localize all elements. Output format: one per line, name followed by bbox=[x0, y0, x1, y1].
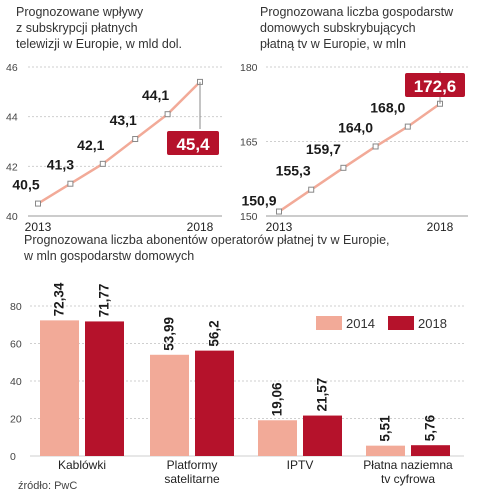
x-tick-label: 2018 bbox=[427, 220, 454, 234]
y-tick-label: 46 bbox=[6, 62, 18, 74]
data-label: 44,1 bbox=[142, 87, 169, 103]
chart3-title: Prognozowana liczba abonentów operatorów… bbox=[24, 233, 390, 263]
chart1-title: Prognozowane wpływy z subskrypcji płatny… bbox=[16, 5, 183, 51]
data-label: 72,34 bbox=[52, 282, 67, 316]
x-tick-label: 2013 bbox=[266, 220, 293, 234]
data-label: 5,76 bbox=[423, 414, 438, 441]
bar-chart: 0 20 40 60 80 72,34 71,77 Kablówki 53,99 56,2 Plat… bbox=[10, 282, 464, 486]
x-tick-label: 2013 bbox=[25, 220, 52, 234]
data-point bbox=[99, 160, 106, 167]
category-label: IPTV bbox=[287, 458, 314, 472]
data-label: 56,2 bbox=[207, 320, 222, 346]
data-label: 21,57 bbox=[315, 378, 330, 412]
data-point bbox=[164, 111, 171, 118]
y-tick-label: 150 bbox=[240, 211, 258, 223]
data-label: 5,51 bbox=[378, 415, 393, 442]
data-point bbox=[404, 123, 411, 130]
highlight-box bbox=[167, 131, 219, 155]
y-tick-label: 0 bbox=[10, 451, 16, 463]
data-label: 71,77 bbox=[97, 284, 112, 318]
data-point bbox=[340, 164, 347, 171]
bar-2018 bbox=[195, 350, 234, 456]
line-chart-1: 40 42 44 46 40,5 41,342,1 43,1 44,1 45,4 2013 2018 bbox=[6, 62, 222, 234]
data-label: 41,3 bbox=[47, 157, 74, 173]
y-tick-label: 165 bbox=[240, 137, 258, 149]
bar-2014 bbox=[40, 320, 79, 456]
y-tick-label: 180 bbox=[240, 62, 258, 74]
source-note: źródło: PwC bbox=[18, 480, 78, 492]
data-point bbox=[308, 186, 315, 193]
y-tick-label: 42 bbox=[6, 161, 18, 173]
data-label: 42,1 bbox=[77, 137, 104, 153]
y-tick-label: 80 bbox=[10, 301, 22, 313]
data-point bbox=[132, 136, 139, 143]
data-label-highlight: 45,4 bbox=[176, 135, 210, 154]
highlight-box bbox=[405, 73, 465, 97]
data-label-highlight: 172,6 bbox=[414, 77, 457, 96]
series-line bbox=[37, 81, 201, 205]
y-tick-label: 60 bbox=[10, 339, 22, 351]
legend-swatch bbox=[316, 316, 342, 330]
bar-2018 bbox=[303, 415, 342, 456]
chart2-title: Prognozowana liczba gospodarstw domowych… bbox=[260, 5, 454, 51]
data-label: 19,06 bbox=[270, 382, 285, 416]
data-point bbox=[276, 208, 282, 215]
data-point bbox=[35, 200, 41, 207]
data-label: 53,99 bbox=[162, 317, 177, 351]
data-label: 150,9 bbox=[241, 193, 276, 209]
x-tick-label: 2018 bbox=[187, 220, 214, 234]
legend-label: 2014 bbox=[346, 316, 375, 331]
category-label: Platformy satelitarne bbox=[164, 458, 220, 486]
y-tick-label: 40 bbox=[6, 211, 18, 223]
bar-2014 bbox=[150, 354, 189, 456]
legend: 2014 2018 bbox=[316, 316, 447, 331]
bar-2014 bbox=[258, 420, 297, 456]
bar-2014 bbox=[366, 445, 405, 456]
category-label: Kablówki bbox=[58, 458, 106, 472]
data-point bbox=[372, 143, 379, 150]
legend-swatch bbox=[388, 316, 414, 330]
data-label: 164,0 bbox=[338, 119, 373, 135]
bar-2018 bbox=[85, 321, 124, 456]
data-label: 159,7 bbox=[306, 141, 341, 157]
data-point bbox=[67, 180, 74, 187]
y-tick-label: 40 bbox=[10, 376, 22, 388]
legend-label: 2018 bbox=[418, 316, 447, 331]
data-label: 155,3 bbox=[276, 163, 311, 179]
data-label: 40,5 bbox=[12, 177, 39, 193]
series-line bbox=[278, 102, 441, 213]
bar-2018 bbox=[411, 445, 450, 456]
data-label: 168,0 bbox=[370, 100, 405, 116]
y-tick-label: 20 bbox=[10, 414, 22, 426]
category-label: Płatna naziemna tv cyfrowa bbox=[363, 458, 453, 486]
y-tick-label: 44 bbox=[6, 112, 18, 124]
data-label: 43,1 bbox=[110, 112, 137, 128]
